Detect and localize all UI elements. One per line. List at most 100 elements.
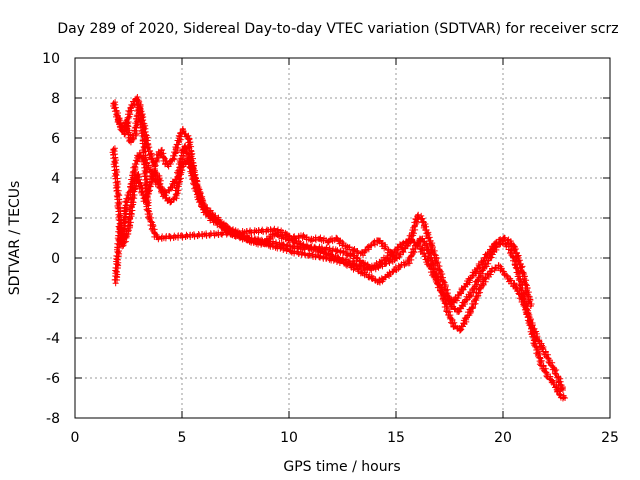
data-point <box>320 237 327 244</box>
data-point <box>148 155 155 162</box>
data-point <box>125 131 132 138</box>
data-point <box>150 222 157 229</box>
data-point <box>145 147 152 154</box>
data-point <box>496 236 503 243</box>
data-point <box>132 157 139 164</box>
data-point <box>152 230 159 237</box>
data-point <box>411 222 418 229</box>
y-tick-label: -4 <box>46 331 60 347</box>
data-point <box>503 272 510 279</box>
y-tick-label: -6 <box>46 371 60 387</box>
data-point <box>196 199 203 206</box>
data-point <box>430 273 437 280</box>
data-point <box>560 394 567 401</box>
data-point <box>346 259 353 266</box>
data-point <box>401 262 408 269</box>
data-point <box>114 256 121 263</box>
data-point <box>456 305 463 312</box>
data-point <box>122 234 129 241</box>
data-point <box>460 320 467 327</box>
data-point <box>128 211 135 218</box>
data-point <box>333 235 340 242</box>
data-point <box>440 278 447 285</box>
data-point <box>466 293 473 300</box>
data-point <box>482 275 489 282</box>
data-point <box>128 202 135 209</box>
data-point <box>203 210 210 217</box>
data-point <box>364 243 371 250</box>
data-point <box>301 251 308 258</box>
data-point <box>414 219 421 226</box>
data-point <box>124 128 131 135</box>
data-point <box>492 264 499 271</box>
data-point <box>166 233 173 240</box>
data-point <box>562 395 569 401</box>
data-point <box>516 260 523 267</box>
data-point <box>143 193 150 200</box>
data-point <box>147 151 154 158</box>
grid <box>75 58 610 418</box>
data-point <box>461 283 468 290</box>
data-point <box>335 254 342 261</box>
data-point <box>198 203 205 210</box>
data-point <box>184 135 191 142</box>
data-point <box>462 315 469 322</box>
data-point <box>243 228 250 235</box>
data-point <box>397 251 404 258</box>
y-tick-label: 10 <box>42 51 60 67</box>
data-point <box>255 227 262 234</box>
data-point <box>112 160 119 167</box>
data-point <box>126 214 133 221</box>
data-point <box>116 224 123 231</box>
data-point <box>181 130 188 137</box>
data-point <box>421 253 428 260</box>
data-point <box>539 344 546 351</box>
data-point <box>361 260 368 267</box>
series-track-1 <box>110 93 569 402</box>
data-point <box>476 264 483 271</box>
y-tick-label: -2 <box>46 291 60 307</box>
data-point <box>559 387 566 393</box>
data-point <box>474 293 481 300</box>
data-point <box>121 205 128 212</box>
data-point <box>472 296 479 303</box>
data-point <box>340 248 347 255</box>
data-point <box>112 101 119 108</box>
data-point <box>418 246 425 253</box>
data-point <box>247 237 254 244</box>
data-point <box>424 230 431 237</box>
data-point <box>189 150 196 157</box>
data-point <box>112 179 119 186</box>
data-point <box>138 188 145 195</box>
data-point <box>515 257 522 264</box>
data-point <box>467 275 474 282</box>
data-point <box>422 226 429 233</box>
data-point <box>171 194 178 201</box>
data-point <box>300 241 307 248</box>
data-point <box>161 154 168 161</box>
data-point <box>185 132 192 139</box>
data-point <box>137 124 144 131</box>
data-point <box>451 306 458 313</box>
data-point <box>159 146 166 153</box>
data-point <box>411 249 418 256</box>
x-tick-label: 10 <box>280 430 298 446</box>
data-point <box>290 239 297 246</box>
y-tick-label: 0 <box>51 251 60 267</box>
data-point <box>168 183 175 190</box>
data-point <box>317 234 324 241</box>
series-track-4 <box>114 103 399 262</box>
data-point <box>408 231 415 238</box>
chart-title: Day 289 of 2020, Sidereal Day-to-day VTE… <box>57 21 618 37</box>
data-point <box>162 194 169 201</box>
data-point <box>535 354 542 361</box>
data-point <box>470 284 477 291</box>
x-tick-label: 20 <box>494 430 512 446</box>
y-tick-label: 8 <box>51 91 60 107</box>
plot-frame <box>74 57 611 419</box>
data-point <box>501 234 508 241</box>
data-point <box>166 187 173 194</box>
data-point <box>456 327 463 334</box>
data-point <box>510 254 517 261</box>
